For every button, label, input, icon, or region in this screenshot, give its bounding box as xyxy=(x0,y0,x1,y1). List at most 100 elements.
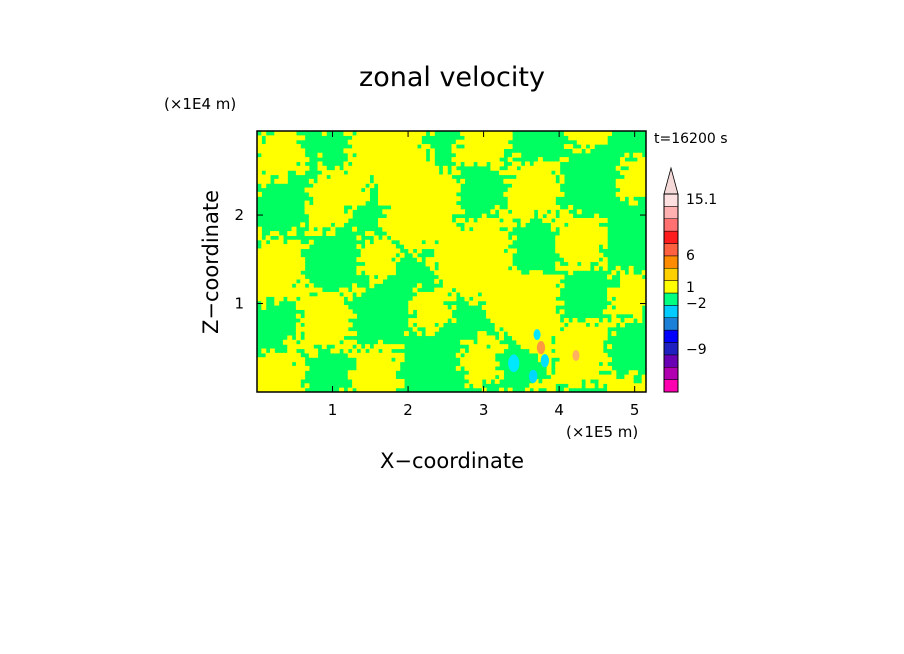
field-cell xyxy=(416,331,422,337)
field-cell xyxy=(291,357,297,363)
field-cell xyxy=(620,387,625,392)
field-cell xyxy=(429,291,435,297)
field-cell xyxy=(382,174,388,180)
field-cell xyxy=(499,248,504,254)
field-cell xyxy=(499,235,504,241)
field-cell xyxy=(529,305,535,310)
field-cell xyxy=(490,348,496,354)
field-cell xyxy=(512,309,517,315)
field-cell xyxy=(533,326,539,332)
field-cell xyxy=(503,270,509,276)
field-cell xyxy=(382,374,388,380)
field-cell xyxy=(607,357,613,363)
field-cell xyxy=(429,244,435,250)
field-cell xyxy=(304,313,310,319)
field-cell xyxy=(317,196,323,202)
field-cell xyxy=(386,370,392,376)
field-cell xyxy=(386,383,392,389)
field-cell xyxy=(317,204,323,210)
field-cell xyxy=(295,257,301,263)
field-cell xyxy=(546,200,552,206)
field-cell xyxy=(633,305,638,310)
field-cell xyxy=(464,131,470,136)
field-cell xyxy=(334,196,340,202)
field-cell xyxy=(390,131,396,136)
field-cell xyxy=(494,157,500,163)
field-cell xyxy=(477,235,483,241)
field-cell xyxy=(304,309,310,315)
field-cell xyxy=(594,248,600,254)
field-cell xyxy=(464,152,470,158)
field-cell xyxy=(464,274,470,280)
field-cell xyxy=(295,365,301,371)
field-cell xyxy=(352,352,358,358)
field-cell xyxy=(382,191,388,197)
field-cell xyxy=(589,374,595,380)
field-cell xyxy=(317,296,323,302)
field-cell xyxy=(378,265,383,271)
field-cell xyxy=(598,235,604,241)
field-cell xyxy=(308,339,314,345)
field-cell xyxy=(537,209,543,215)
field-cell xyxy=(300,261,306,267)
field-cell xyxy=(447,239,453,245)
field-cell xyxy=(390,387,396,392)
field-cell xyxy=(533,183,539,189)
field-cell xyxy=(607,374,613,380)
field-cell xyxy=(390,370,396,376)
field-cell xyxy=(559,357,565,363)
field-cell xyxy=(516,309,522,315)
field-cell xyxy=(442,296,448,302)
field-cell xyxy=(438,296,444,302)
field-cell xyxy=(425,200,431,206)
field-cell xyxy=(641,387,646,392)
field-cell xyxy=(265,178,271,184)
field-cell xyxy=(360,183,366,189)
field-cell xyxy=(321,309,327,315)
field-cell xyxy=(282,161,288,167)
field-cell xyxy=(555,244,561,250)
field-cell xyxy=(641,183,646,189)
field-cell xyxy=(278,261,284,267)
field-cell xyxy=(429,313,435,319)
field-cell xyxy=(486,335,491,341)
field-cell xyxy=(257,378,262,384)
field-cell xyxy=(464,339,470,345)
field-cell xyxy=(442,178,448,184)
field-cell xyxy=(624,278,630,284)
field-cell xyxy=(308,218,314,223)
field-cell xyxy=(568,378,574,384)
field-cell xyxy=(261,287,267,293)
field-cell xyxy=(313,326,319,332)
field-cell xyxy=(550,378,556,384)
field-cell xyxy=(378,278,383,284)
field-cell xyxy=(537,213,543,219)
field-cell xyxy=(633,283,638,289)
field-cell xyxy=(295,274,301,280)
field-cell xyxy=(620,161,625,167)
field-cell xyxy=(507,322,513,328)
field-cell xyxy=(494,291,500,297)
field-cell xyxy=(412,239,418,245)
field-cell xyxy=(620,187,625,193)
field-cell xyxy=(503,318,509,323)
field-cell xyxy=(365,387,370,392)
field-cell xyxy=(265,135,271,141)
field-cell xyxy=(369,165,375,171)
field-cell xyxy=(442,187,448,193)
field-cell xyxy=(300,152,306,158)
field-cell xyxy=(282,157,288,163)
field-cell xyxy=(287,291,293,297)
field-cell xyxy=(481,231,487,236)
field-cell xyxy=(473,365,479,371)
field-cell xyxy=(416,178,422,184)
field-cell xyxy=(274,252,280,258)
field-cell xyxy=(261,278,267,284)
field-cell xyxy=(352,196,358,202)
field-cell xyxy=(395,357,401,363)
colorbar-swatch xyxy=(663,218,679,232)
field-cell xyxy=(399,161,405,167)
field-cell xyxy=(421,200,427,206)
field-cell xyxy=(520,339,526,345)
field-cell xyxy=(546,331,552,337)
